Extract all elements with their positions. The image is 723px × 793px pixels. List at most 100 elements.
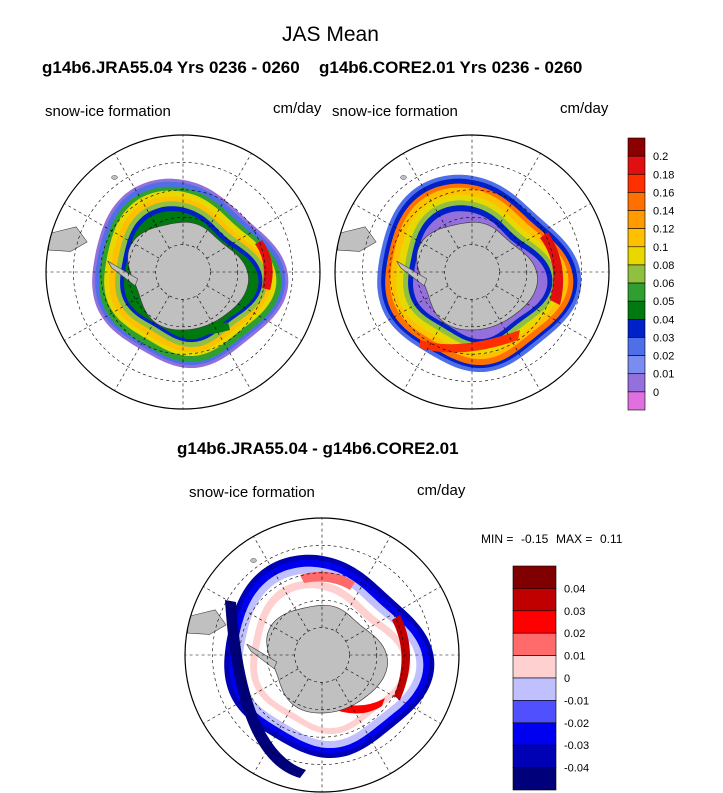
map-diff-field	[187, 554, 435, 792]
map-diff-parallel	[266, 599, 378, 711]
min-label: MIN =	[481, 532, 514, 546]
colorbar-mean-tick-label: 0.12	[653, 224, 674, 236]
map-core2-parallel	[444, 244, 500, 300]
colorbar-diff-swatch	[512, 565, 557, 589]
map-core2-parallel	[362, 162, 582, 382]
colorbar-diff-swatch	[512, 722, 557, 746]
max-label: MAX =	[556, 532, 593, 546]
map-diff-contour-patch	[225, 600, 306, 778]
map-diff-parallel	[239, 572, 405, 738]
panel2-field-label: snow-ice formation	[332, 103, 458, 120]
colorbar-diff-swatch	[512, 655, 557, 679]
colorbar-mean-tick-label: 0.01	[653, 369, 674, 381]
colorbar-mean-swatch	[627, 137, 646, 157]
map-diff-contour-patch	[300, 571, 355, 590]
colorbar-diff-tick-label: 0.03	[564, 606, 585, 618]
colorbar-mean-tick-label: 0.02	[653, 351, 674, 363]
panel1-units-label: cm/day	[273, 100, 322, 117]
colorbar-mean-swatch	[627, 264, 646, 284]
colorbar-mean-tick-label: 0.14	[653, 206, 674, 218]
map-diff-parallel	[294, 627, 350, 683]
map-diff-island	[250, 558, 257, 563]
panel3-field-label: snow-ice formation	[189, 484, 315, 501]
panel1-field-label: snow-ice formation	[45, 103, 171, 120]
figure-title: JAS Mean	[282, 23, 379, 46]
map-diff-meridian	[253, 678, 309, 774]
colorbar-mean-swatch	[627, 246, 646, 266]
map-core2-field	[337, 174, 582, 409]
colorbar-mean-tick-label: 0.18	[653, 169, 674, 181]
map-jra55-parallel	[127, 216, 239, 328]
map-core2-boundary	[334, 134, 610, 410]
map-diff-parallel	[212, 545, 432, 765]
map-jra55-parallel	[100, 189, 266, 355]
map-jra55-contour-patch	[255, 240, 273, 290]
colorbar-mean-tick-label: 0.05	[653, 296, 674, 308]
colorbar-mean-tick-label: 0.2	[653, 151, 668, 163]
colorbar-diff: 0.04 0.03 0.02 0.01 0 -0.01 -0.02 -0.03 -0.04	[512, 565, 589, 791]
colorbar-diff-swatch	[512, 744, 557, 768]
colorbar-mean-swatch	[627, 391, 646, 411]
map-diff-meridian	[345, 586, 441, 642]
colorbar-diff-tick-label: 0	[564, 673, 570, 685]
colorbar-diff-tick-label: -0.02	[564, 718, 589, 730]
map-core2-island	[400, 175, 407, 180]
colorbar-mean-swatch	[627, 319, 646, 338]
panel2-header: g14b6.CORE2.01 Yrs 0236 - 0260	[319, 58, 583, 77]
panel1-header: g14b6.JRA55.04 Yrs 0236 - 0260	[42, 58, 300, 77]
colorbar-diff-tick-label: 0.01	[564, 651, 585, 663]
map-core2-meridian	[403, 295, 459, 391]
map-core2-island	[513, 401, 527, 409]
map-diff-meridian	[335, 536, 391, 632]
colorbar-mean-tick-label: 0.08	[653, 260, 674, 272]
map-jra55-boundary	[45, 134, 321, 410]
colorbar-diff-tick-label: -0.01	[564, 695, 589, 707]
map-jra55-island	[224, 401, 238, 409]
map-jra55-contour-patch	[150, 312, 230, 336]
map-core2-meridian	[495, 203, 591, 259]
map-diff-contour-patch	[392, 615, 410, 700]
colorbar-mean-swatch	[627, 300, 646, 320]
map-jra55-field	[48, 175, 289, 409]
colorbar-diff-swatch	[512, 610, 557, 634]
map-jra55-parallel	[73, 162, 293, 382]
map-jra55-meridian	[64, 285, 160, 341]
colorbar-mean-swatch	[627, 155, 646, 175]
map-jra55-parallel	[155, 244, 211, 300]
colorbar-mean-swatch	[627, 355, 646, 375]
map-diff-boundary	[184, 517, 460, 793]
colorbar-mean-tick-label: 0.16	[653, 187, 674, 199]
colorbar-diff-tick-label: -0.04	[564, 763, 589, 775]
map-jra55	[45, 134, 321, 410]
map-jra55-meridian	[206, 203, 302, 259]
colorbar-diff-swatch	[512, 677, 557, 701]
colorbar-mean-tick-label: 0.03	[653, 332, 674, 344]
map-core2-parallel	[389, 189, 555, 355]
panel3-units-label: cm/day	[417, 482, 466, 499]
colorbar-mean-tick-label: 0.04	[653, 314, 674, 326]
map-core2-parallel	[416, 216, 528, 328]
colorbar-mean-swatch	[627, 282, 646, 302]
colorbar-diff-swatch	[512, 632, 557, 656]
map-diff-meridian	[203, 668, 299, 724]
colorbar-mean-swatch	[627, 373, 646, 393]
min-value: -0.15	[521, 532, 549, 546]
colorbar-mean-swatch	[627, 210, 646, 229]
map-jra55-meridian	[196, 153, 252, 249]
map-core2-contour-patch	[540, 232, 564, 305]
colorbar-diff-swatch	[512, 767, 557, 791]
map-diff-peninsula	[246, 643, 278, 670]
diff-panel-title: g14b6.JRA55.04 - g14b6.CORE2.01	[177, 439, 459, 458]
map-core2-meridian	[485, 153, 541, 249]
colorbar-diff-swatch	[512, 588, 557, 612]
colorbar-mean-swatch	[627, 337, 646, 356]
map-core2	[334, 134, 610, 410]
colorbar-diff-tick-label: -0.03	[564, 740, 589, 752]
map-jra55-island	[111, 175, 118, 180]
map-core2-contour-patch	[420, 330, 520, 353]
max-value: 0.11	[600, 532, 623, 546]
colorbar-diff-tick-label: 0.04	[564, 583, 585, 595]
panel2-units-label: cm/day	[560, 100, 609, 117]
map-core2-peninsula	[396, 260, 428, 287]
